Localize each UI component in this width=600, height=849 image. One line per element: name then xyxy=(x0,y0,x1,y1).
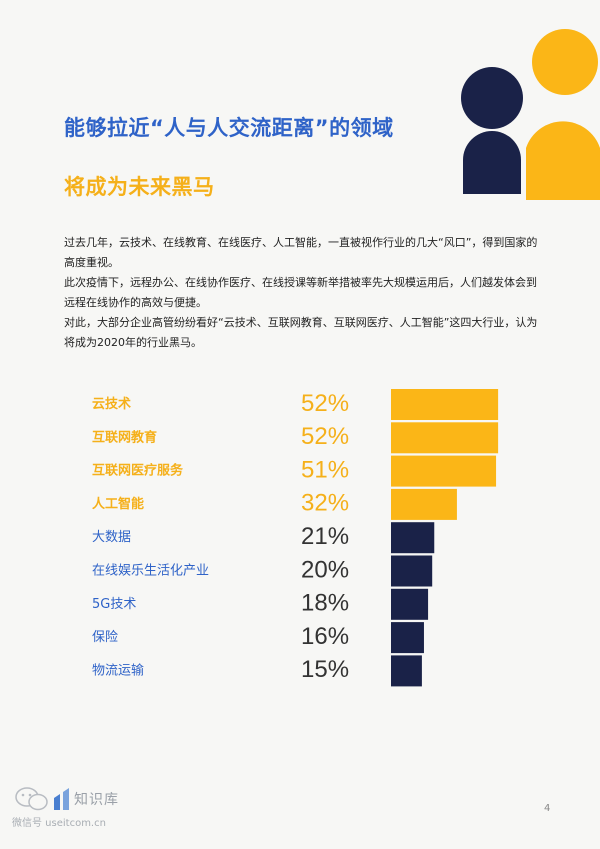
yellow-head-icon xyxy=(532,29,598,95)
navy-head-icon xyxy=(461,67,523,129)
bar xyxy=(391,588,429,620)
intro-paragraph: 过去几年，云技术、在线教育、在线医疗、人工智能，一直被视作行业的几大“风口”，得… xyxy=(64,236,538,269)
value-label: 21% xyxy=(301,523,349,550)
category-label: 大数据 xyxy=(92,530,131,545)
page-subtitle: 将成为未来黑马 xyxy=(64,175,215,199)
value-label: 52% xyxy=(301,423,349,450)
decorative-people-graphic xyxy=(461,29,600,200)
navy-body-icon xyxy=(463,131,521,194)
yellow-body-icon xyxy=(526,121,600,200)
category-label: 互联网医疗服务 xyxy=(92,463,184,479)
category-label: 云技术 xyxy=(92,396,131,412)
bar xyxy=(391,555,433,587)
category-label: 物流运输 xyxy=(92,662,144,678)
value-label: 18% xyxy=(301,590,349,617)
page-number: 4 xyxy=(544,803,551,814)
bar-chart: 云技术 52% 互联网教育 52% 互联网医疗服务 51% 人工智能 32% 大数据 21% 在线娱… xyxy=(92,389,499,687)
page-title: 能够拉近“人与人交流距离”的领域 xyxy=(64,116,394,140)
footer-brand: 知识库 xyxy=(74,792,119,808)
category-label: 人工智能 xyxy=(92,496,144,512)
value-label: 16% xyxy=(301,623,349,650)
footer-wechat-id: 微信号 useitcom.cn xyxy=(12,818,106,829)
intro-text: 过去几年，云技术、在线教育、在线医疗、人工智能，一直被视作行业的几大“风口”，得… xyxy=(64,233,544,353)
bar xyxy=(391,522,435,554)
intro-paragraph: 对此，大部分企业高管纷纷看好“云技术、互联网教育、互联网医疗、人工智能”这四大行… xyxy=(64,316,538,349)
bar xyxy=(391,455,497,487)
value-label: 51% xyxy=(301,456,349,483)
category-label: 互联网教育 xyxy=(92,429,157,445)
category-label: 5G技术 xyxy=(92,597,136,612)
value-label: 52% xyxy=(301,390,349,417)
bar xyxy=(391,655,422,687)
bar xyxy=(391,622,424,654)
value-label: 15% xyxy=(301,656,349,683)
category-label: 在线娱乐生活化产业 xyxy=(92,564,209,579)
bar xyxy=(391,488,457,520)
category-label: 保险 xyxy=(92,630,118,645)
value-label: 20% xyxy=(301,556,349,583)
value-label: 32% xyxy=(301,490,349,517)
intro-paragraph: 此次疫情下，远程办公、在线协作医疗、在线授课等新举措被率先大规模运用后，人们越发… xyxy=(64,276,537,309)
wechat-icon xyxy=(15,787,69,811)
bar xyxy=(391,389,499,420)
bar xyxy=(391,422,499,454)
